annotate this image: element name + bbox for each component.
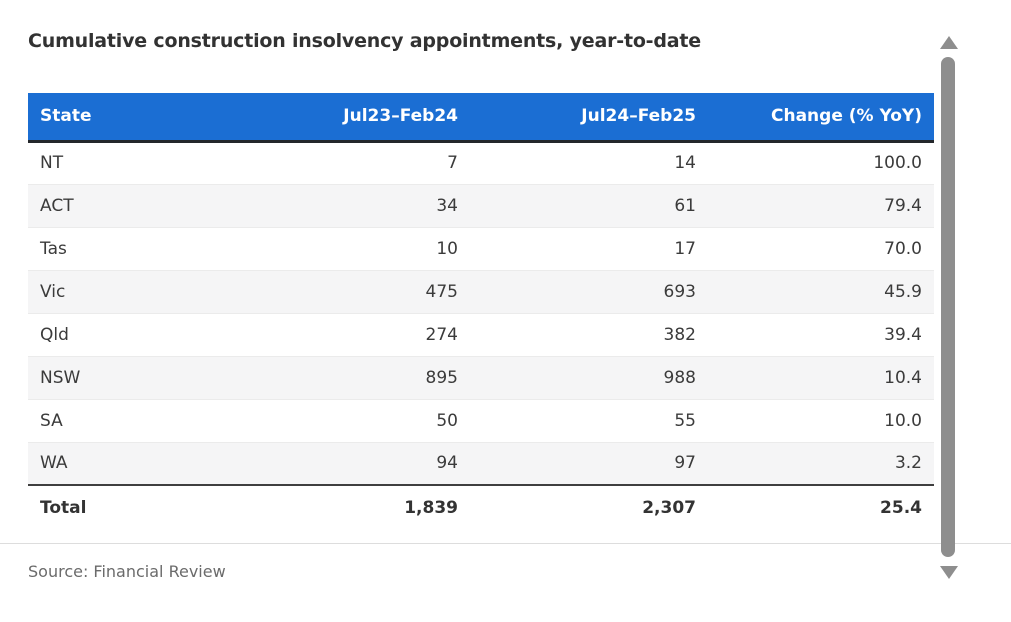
table-row: WA 94 97 3.2: [28, 441, 934, 486]
header-jul23-feb24: Jul23–Feb24: [228, 93, 458, 143]
header-jul24-feb25: Jul24–Feb25: [458, 93, 696, 143]
cell-state: NT: [28, 141, 228, 185]
table-row: Qld 274 382 39.4: [28, 313, 934, 357]
cell-value: 10: [228, 227, 458, 271]
total-change-yoy: 25.4: [696, 484, 934, 529]
cell-value: 50: [228, 399, 458, 443]
cell-value: 10.4: [696, 355, 934, 400]
cell-value: 3.2: [696, 441, 934, 486]
header-state: State: [28, 93, 228, 143]
header-change-yoy: Change (% YoY): [696, 93, 934, 143]
cell-value: 94: [228, 441, 458, 486]
cell-value: 100.0: [696, 141, 934, 185]
cell-state: ACT: [28, 183, 228, 228]
cell-value: 34: [228, 183, 458, 228]
total-jul23-feb24: 1,839: [228, 484, 458, 529]
cell-state: Tas: [28, 227, 228, 271]
cell-value: 988: [458, 355, 696, 400]
cell-state: Vic: [28, 269, 228, 314]
table-body: NT 7 14 100.0 ACT 34 61 79.4 Tas 10 17 70.0 Vic 475 69…: [28, 141, 934, 486]
vertical-scrollbar[interactable]: [936, 30, 960, 590]
scroll-up-arrow-icon[interactable]: [940, 36, 958, 49]
cell-value: 55: [458, 399, 696, 443]
table-row: Vic 475 693 45.9: [28, 269, 934, 314]
cell-value: 79.4: [696, 183, 934, 228]
cell-value: 70.0: [696, 227, 934, 271]
scrollbar-thumb[interactable]: [941, 57, 955, 557]
cell-value: 693: [458, 269, 696, 314]
scroll-down-arrow-icon[interactable]: [940, 566, 958, 579]
source-credit: Source: Financial Review: [28, 562, 226, 581]
cell-state: SA: [28, 399, 228, 443]
page-title: Cumulative construction insolvency appoi…: [28, 30, 701, 52]
cell-state: WA: [28, 441, 228, 486]
total-jul24-feb25: 2,307: [458, 484, 696, 529]
insolvency-table: State Jul23–Feb24 Jul24–Feb25 Change (% …: [28, 93, 934, 529]
table-row: NT 7 14 100.0: [28, 141, 934, 185]
table-footer: Total 1,839 2,307 25.4: [28, 484, 934, 529]
cell-value: 45.9: [696, 269, 934, 314]
cell-state: NSW: [28, 355, 228, 400]
cell-value: 61: [458, 183, 696, 228]
header-row: State Jul23–Feb24 Jul24–Feb25 Change (% …: [28, 93, 934, 143]
cell-value: 382: [458, 313, 696, 357]
cell-value: 475: [228, 269, 458, 314]
cell-value: 97: [458, 441, 696, 486]
cell-value: 39.4: [696, 313, 934, 357]
cell-value: 10.0: [696, 399, 934, 443]
footer-divider: [0, 543, 1011, 544]
total-label: Total: [28, 484, 228, 529]
insolvency-table-container: State Jul23–Feb24 Jul24–Feb25 Change (% …: [28, 93, 934, 529]
cell-value: 7: [228, 141, 458, 185]
table-row: Tas 10 17 70.0: [28, 227, 934, 271]
cell-value: 274: [228, 313, 458, 357]
cell-value: 17: [458, 227, 696, 271]
table-header: State Jul23–Feb24 Jul24–Feb25 Change (% …: [28, 93, 934, 143]
table-row: ACT 34 61 79.4: [28, 183, 934, 228]
cell-value: 14: [458, 141, 696, 185]
cell-value: 895: [228, 355, 458, 400]
total-row: Total 1,839 2,307 25.4: [28, 484, 934, 529]
cell-state: Qld: [28, 313, 228, 357]
table-row: NSW 895 988 10.4: [28, 355, 934, 400]
table-row: SA 50 55 10.0: [28, 399, 934, 443]
